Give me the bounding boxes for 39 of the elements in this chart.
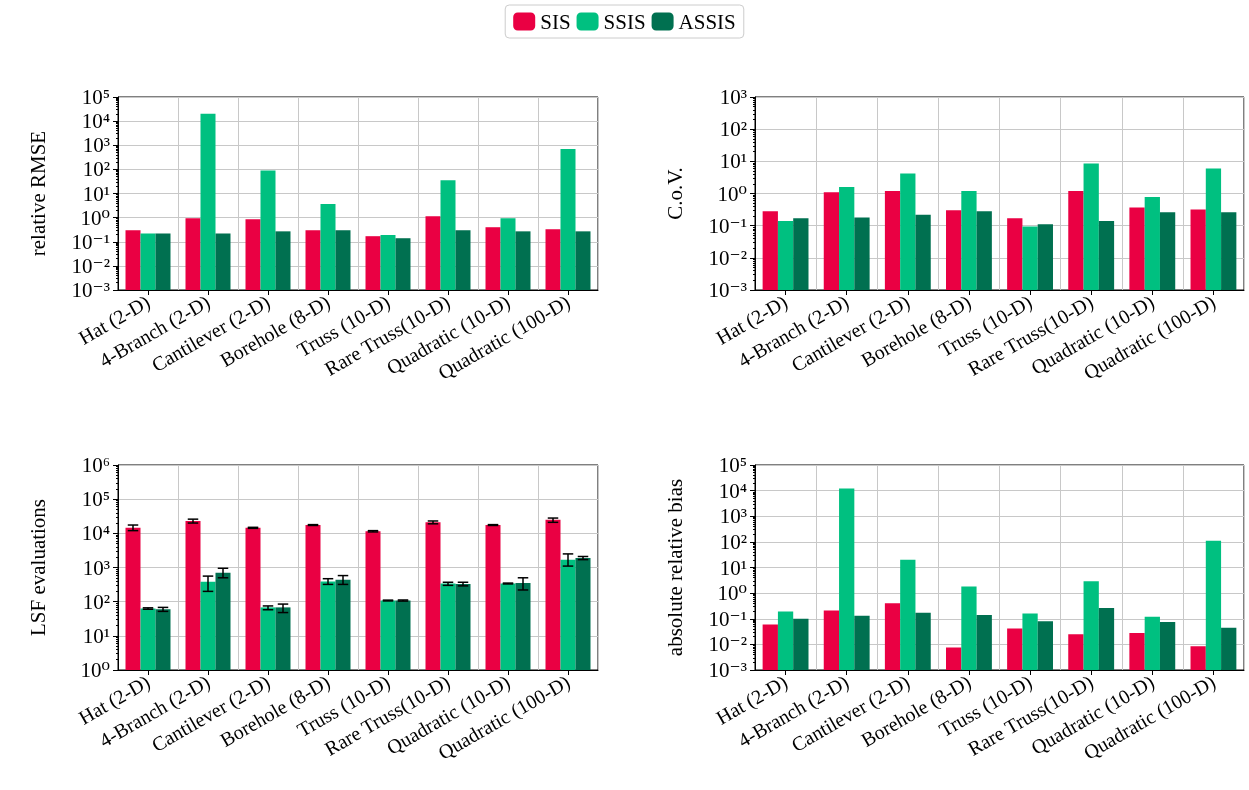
y-axis-title: LSF evaluations bbox=[25, 498, 50, 637]
y-tick-label: 10¹ bbox=[719, 555, 747, 580]
y-tick-label: 10⁻² bbox=[708, 245, 747, 270]
y-tick-label: 10⁻³ bbox=[71, 278, 110, 302]
y-tick-label: 10⁻² bbox=[708, 632, 747, 657]
y-tick-label: 10⁶ bbox=[81, 453, 110, 477]
y-tick-label: 10⁻¹ bbox=[71, 229, 110, 254]
y-tick-label: 10⁻³ bbox=[708, 658, 747, 682]
y-tick-label: 10⁻¹ bbox=[708, 606, 747, 631]
y-tick-label: 10⁰ bbox=[80, 205, 110, 230]
y-tick-label: 10³ bbox=[82, 133, 110, 158]
y-tick-label: 10¹ bbox=[719, 149, 747, 174]
y-tick-label: 10⁵ bbox=[718, 453, 747, 477]
y-tick-label: 10⁴ bbox=[81, 521, 110, 546]
y-tick-label: 10⁰ bbox=[717, 581, 747, 606]
legend-label: ASSIS bbox=[678, 9, 736, 34]
y-tick-label: 10¹ bbox=[82, 181, 110, 206]
y-tick-label: 10⁴ bbox=[718, 478, 747, 503]
y-axis-title: C.o.V. bbox=[662, 167, 687, 220]
y-tick-label: 10³ bbox=[82, 555, 110, 580]
y-tick-label: 10⁴ bbox=[81, 109, 110, 134]
legend-label: SIS bbox=[540, 9, 571, 34]
y-tick-label: 10⁻³ bbox=[708, 278, 747, 302]
y-tick-label: 10⁵ bbox=[81, 85, 110, 109]
y-tick-label: 10² bbox=[82, 589, 110, 614]
y-tick-label: 10⁰ bbox=[717, 181, 747, 206]
y-tick-label: 10⁻¹ bbox=[708, 213, 747, 238]
y-tick-label: 10³ bbox=[719, 85, 747, 109]
y-axis-title: relative RMSE bbox=[25, 130, 50, 257]
y-tick-label: 10³ bbox=[719, 504, 747, 529]
y-tick-label: 10¹ bbox=[82, 623, 110, 648]
y-tick-label: 10² bbox=[719, 529, 747, 554]
y-tick-label: 10² bbox=[719, 117, 747, 142]
y-tick-label: 10⁻² bbox=[71, 253, 110, 278]
y-axis-title: absolute relative bias bbox=[662, 478, 687, 657]
y-tick-label: 10⁰ bbox=[80, 658, 110, 682]
y-tick-label: 10⁵ bbox=[81, 487, 110, 512]
y-tick-label: 10² bbox=[82, 157, 110, 182]
legend-label: SSIS bbox=[603, 9, 646, 34]
